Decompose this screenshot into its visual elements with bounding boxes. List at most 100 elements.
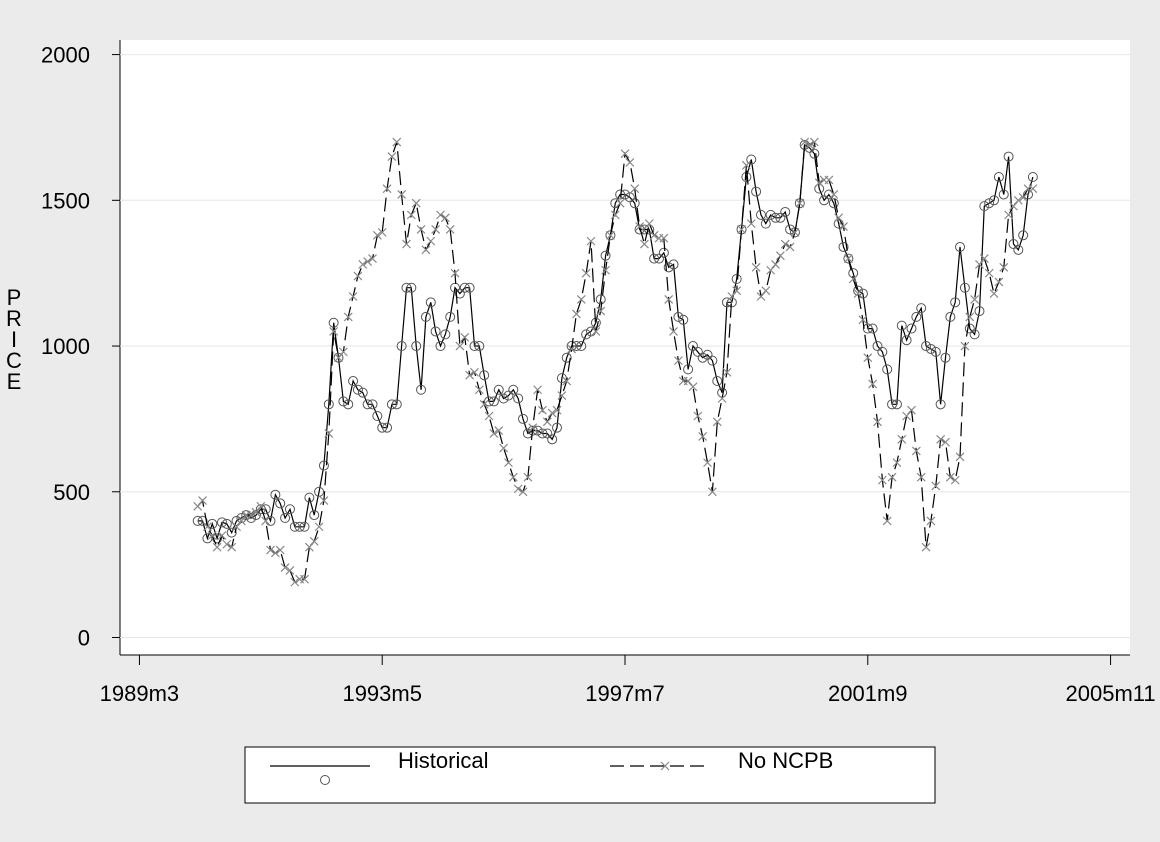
data-point — [789, 227, 800, 238]
data-point — [663, 262, 674, 273]
data-point — [508, 472, 518, 482]
data-point — [698, 431, 708, 441]
data-point — [926, 516, 936, 526]
data-point — [702, 349, 713, 360]
data-point — [596, 306, 606, 316]
data-point — [780, 239, 790, 249]
data-point — [751, 186, 762, 197]
data-point — [324, 429, 334, 438]
data-point — [309, 536, 319, 546]
data-point — [800, 137, 810, 147]
data-point — [440, 213, 450, 223]
data-point — [426, 236, 436, 246]
data-point — [1023, 189, 1034, 200]
data-point — [197, 515, 208, 526]
data-point — [984, 198, 995, 209]
data-point — [1027, 171, 1038, 182]
data-point — [474, 385, 484, 395]
y-tick-label: 1500 — [41, 188, 90, 213]
y-tick-label: 500 — [53, 480, 90, 505]
data-point — [595, 294, 606, 305]
data-point — [459, 282, 470, 293]
data-point — [746, 219, 756, 229]
data-point — [454, 288, 465, 299]
data-point — [391, 399, 402, 410]
data-point — [615, 189, 626, 200]
data-point — [620, 149, 630, 159]
data-point — [853, 289, 863, 299]
data-point — [285, 566, 295, 575]
data-point — [304, 542, 314, 552]
data-point — [503, 390, 514, 401]
data-point — [653, 253, 664, 264]
data-point — [474, 341, 485, 352]
data-point — [960, 341, 970, 351]
data-point — [882, 516, 892, 526]
data-point — [639, 239, 649, 249]
data-point — [644, 224, 655, 235]
data-point — [605, 230, 616, 241]
data-point — [318, 460, 329, 471]
data-point — [255, 504, 266, 515]
data-point — [314, 522, 324, 532]
data-point — [212, 542, 222, 552]
plot-area — [120, 40, 1130, 655]
data-point — [833, 218, 844, 229]
data-point — [809, 137, 819, 147]
data-point — [771, 260, 780, 269]
data-point — [683, 364, 694, 375]
data-point — [304, 492, 315, 503]
data-point — [377, 422, 388, 433]
data-point — [804, 142, 815, 153]
data-point — [275, 545, 285, 555]
data-point — [829, 190, 839, 199]
data-point — [610, 210, 620, 220]
data-point — [629, 198, 640, 209]
data-point — [421, 245, 431, 255]
data-point — [216, 517, 227, 528]
data-point — [207, 518, 218, 529]
data-point — [673, 311, 684, 322]
data-point — [950, 297, 961, 308]
data-point — [761, 286, 771, 296]
data-point — [862, 323, 873, 334]
data-point — [576, 341, 587, 352]
data-point — [989, 289, 999, 299]
data-point — [547, 408, 557, 418]
data-point — [907, 405, 916, 415]
data-point — [561, 352, 572, 363]
data-point — [357, 387, 368, 398]
data-point — [552, 422, 563, 433]
data-point — [916, 472, 926, 482]
data-point — [192, 515, 203, 526]
data-point — [300, 574, 309, 584]
data-point — [755, 209, 766, 220]
data-point — [649, 230, 659, 240]
data-point — [775, 251, 785, 261]
data-point — [368, 254, 377, 264]
data-point — [969, 329, 980, 340]
data-point — [275, 498, 286, 509]
data-point — [314, 486, 325, 497]
data-point — [280, 513, 291, 524]
data-point — [513, 484, 523, 494]
data-point — [479, 399, 489, 409]
data-point — [333, 352, 344, 363]
data-point — [760, 218, 771, 229]
data-point — [630, 184, 640, 194]
data-point — [348, 292, 358, 301]
data-point — [270, 548, 280, 558]
data-point — [863, 353, 873, 363]
data-point — [416, 384, 427, 395]
data-point — [712, 417, 722, 427]
data-point — [843, 254, 853, 264]
data-point — [489, 429, 499, 438]
x-tick-label: 2001m9 — [828, 681, 908, 706]
data-point — [882, 364, 893, 375]
data-point — [406, 282, 417, 293]
data-point — [586, 236, 596, 246]
data-point — [1013, 244, 1024, 255]
data-point — [309, 510, 320, 521]
data-point — [712, 376, 723, 387]
data-point — [343, 399, 354, 410]
